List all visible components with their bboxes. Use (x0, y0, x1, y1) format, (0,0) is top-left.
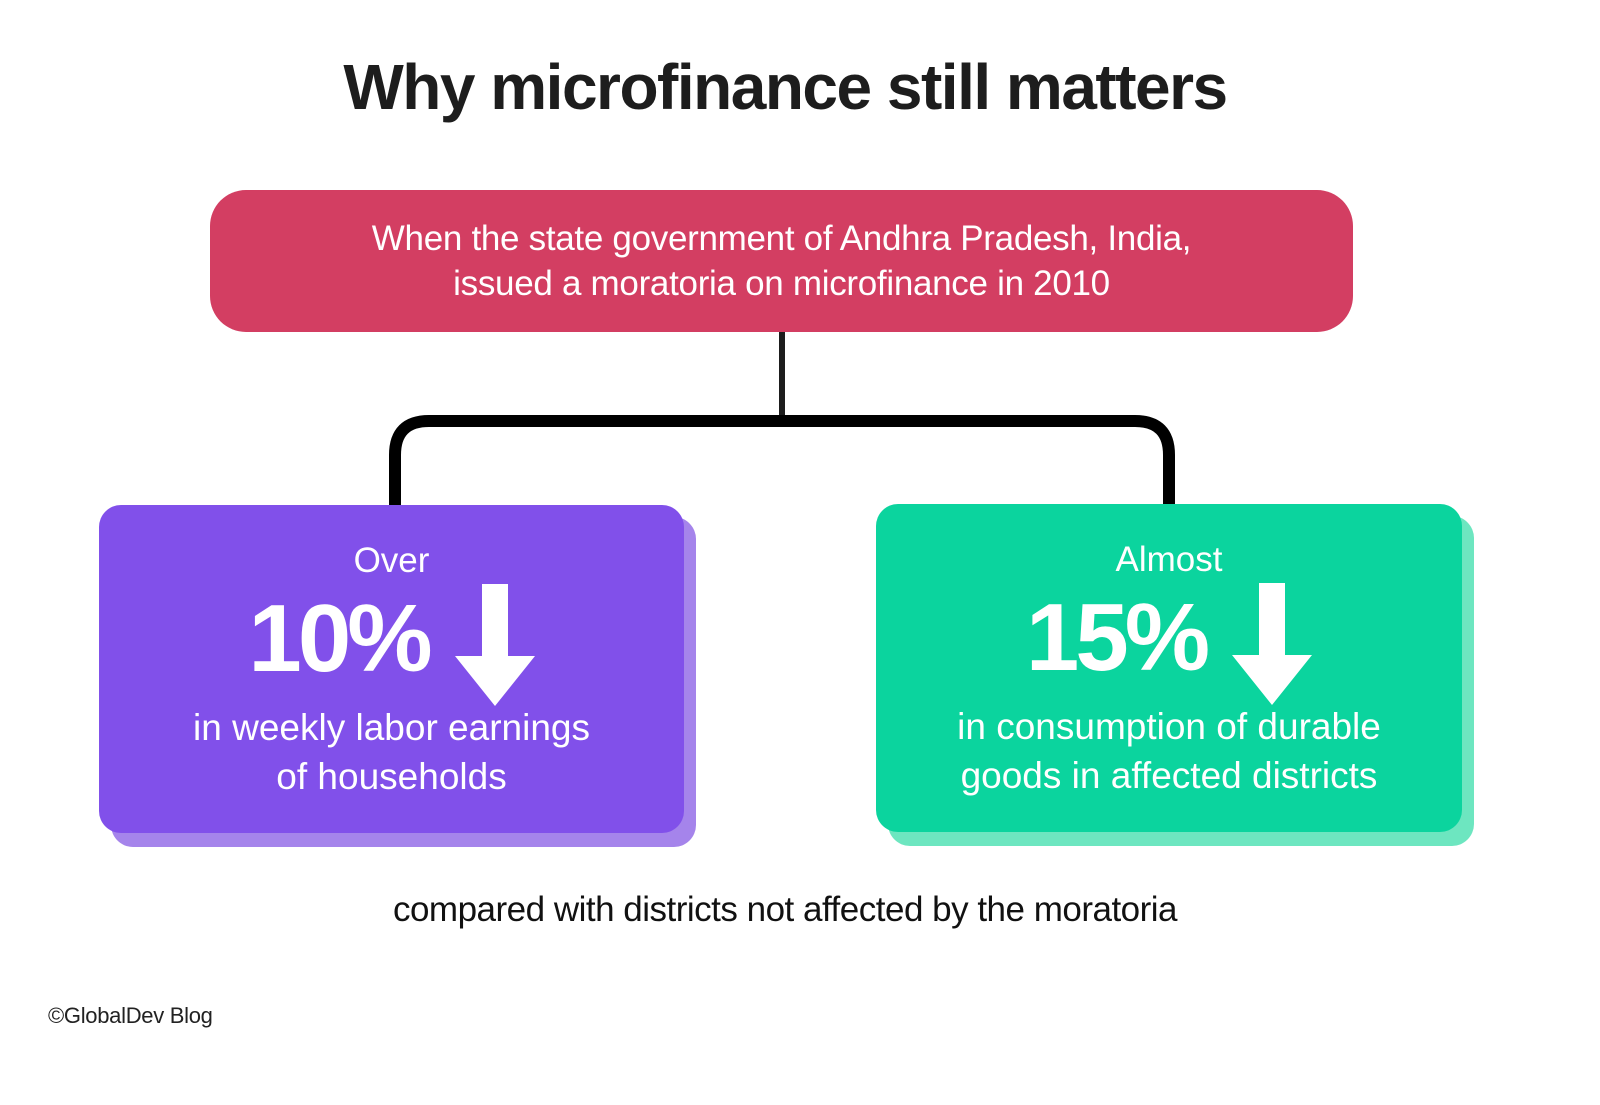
consumption-stat: 15% (1025, 584, 1210, 691)
earnings-qualifier: Over (353, 541, 430, 580)
context-box: When the state government of Andhra Prad… (210, 190, 1353, 332)
consumption-stat-row: 15% (1025, 582, 1313, 705)
consumption-qualifier: Almost (1115, 540, 1223, 579)
earnings-card: Over 10% in weekly labor earnings of hou… (99, 505, 684, 833)
context-line-1: When the state government of Andhra Prad… (371, 219, 1192, 258)
earnings-stat: 10% (248, 585, 432, 692)
copyright-credit: ©GlobalDev Blog (48, 1003, 213, 1028)
consumption-desc-line-2: goods in affected districts (960, 755, 1378, 796)
consumption-description: in consumption of durable goods in affec… (957, 702, 1381, 800)
earnings-desc-line-1: in weekly labor earnings (193, 707, 590, 748)
consumption-desc-line-1: in consumption of durable (957, 706, 1381, 747)
consumption-card: Almost 15% in consumption of durable goo… (876, 504, 1462, 832)
arrow-down-icon (1232, 583, 1313, 705)
earnings-stat-row: 10% (248, 583, 535, 706)
context-line-2: issued a moratoria on microfinance in 20… (453, 264, 1110, 303)
earnings-description: in weekly labor earnings of households (193, 703, 590, 801)
page-title: Why microfinance still matters (343, 51, 1228, 123)
comparison-footnote: compared with districts not affected by … (392, 890, 1178, 929)
earnings-desc-line-2: of households (276, 756, 507, 797)
connector-branch (389, 415, 1175, 505)
arrow-down-icon (454, 584, 535, 706)
